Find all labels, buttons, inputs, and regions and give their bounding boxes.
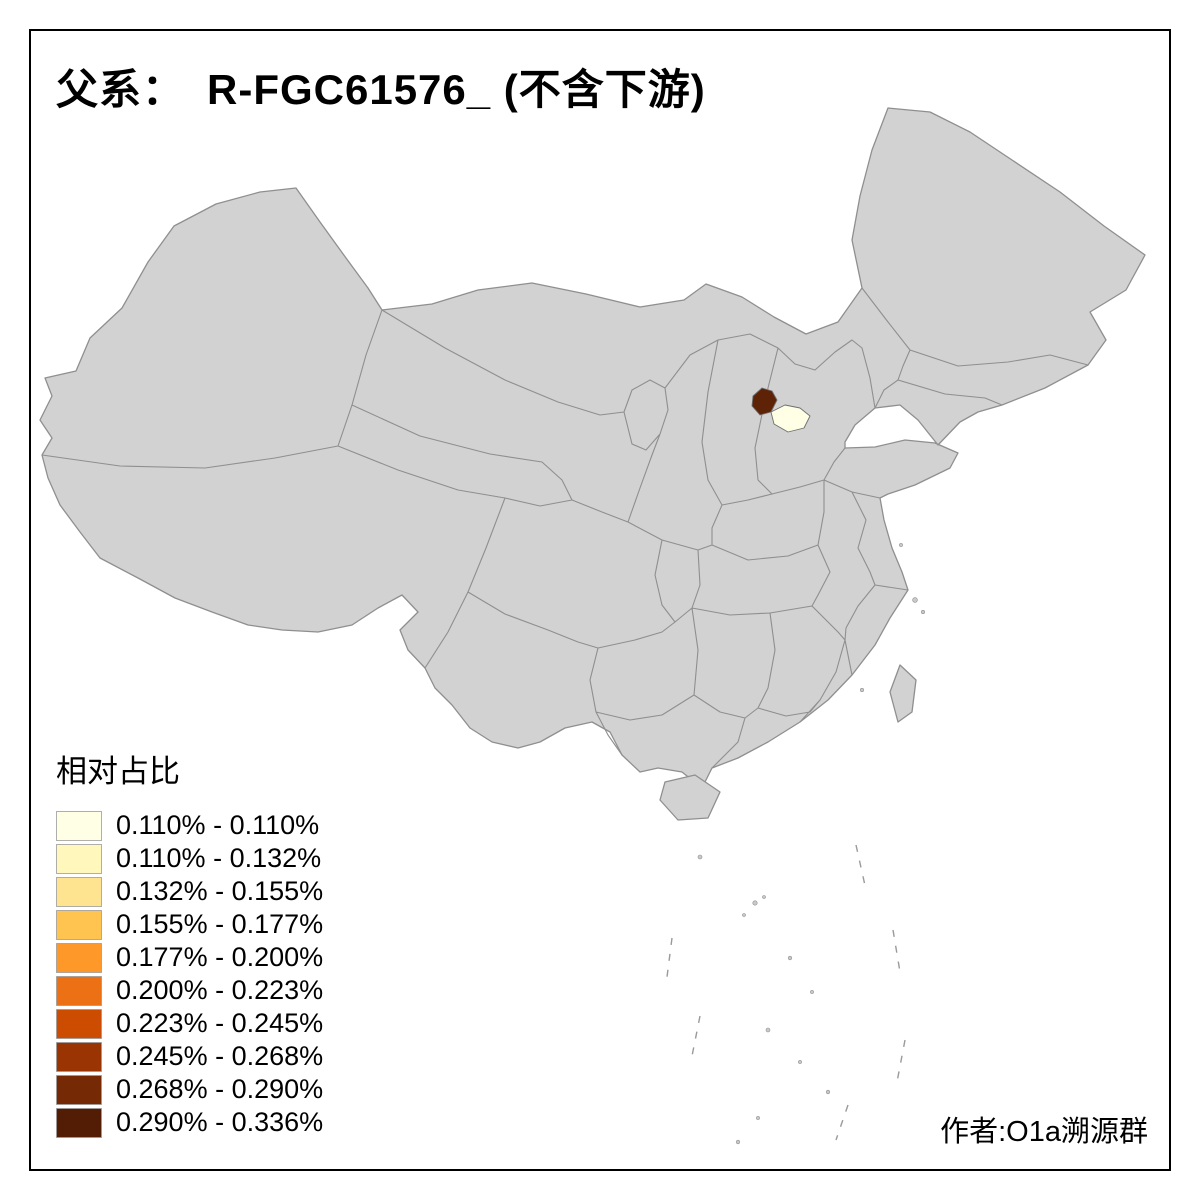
legend-label: 0.223% - 0.245% xyxy=(116,1008,324,1038)
legend-label: 0.110% - 0.132% xyxy=(116,843,322,873)
legend-swatch xyxy=(56,1041,102,1072)
legend-swatch xyxy=(56,876,102,907)
legend-swatch xyxy=(56,810,102,841)
legend-item: 0.155% - 0.177% xyxy=(56,908,323,941)
legend-item: 0.245% - 0.268% xyxy=(56,1040,323,1073)
legend-title: 相对占比 xyxy=(56,754,180,789)
legend-item: 0.290% - 0.336% xyxy=(56,1106,323,1139)
legend-swatch xyxy=(56,1008,102,1039)
page-title: 父系： R-FGC61576_ (不含下游) xyxy=(56,66,706,113)
legend-item: 0.223% - 0.245% xyxy=(56,1007,323,1040)
legend-swatch xyxy=(56,843,102,874)
legend-swatch xyxy=(56,1107,102,1138)
legend-label: 0.200% - 0.223% xyxy=(116,975,324,1005)
legend-swatch xyxy=(56,975,102,1006)
legend-label: 0.177% - 0.200% xyxy=(116,942,324,972)
legend-item: 0.200% - 0.223% xyxy=(56,974,323,1007)
legend-swatch xyxy=(56,942,102,973)
legend-label: 0.290% - 0.336% xyxy=(116,1107,324,1137)
legend-swatch xyxy=(56,909,102,940)
attribution-text: 作者:O1a溯源群 xyxy=(940,1116,1148,1148)
legend-item: 0.110% - 0.132% xyxy=(56,842,323,875)
plot-frame xyxy=(29,29,1171,1171)
legend-label: 0.155% - 0.177% xyxy=(116,909,324,939)
legend-item: 0.177% - 0.200% xyxy=(56,941,323,974)
legend: 相对占比 0.110% - 0.110% 0.110% - 0.132% 0.1… xyxy=(56,746,323,1139)
legend-item: 0.110% - 0.110% xyxy=(56,809,323,842)
legend-label: 0.110% - 0.110% xyxy=(116,810,320,840)
legend-label: 0.132% - 0.155% xyxy=(116,876,324,906)
legend-label: 0.268% - 0.290% xyxy=(116,1074,324,1104)
legend-swatch xyxy=(56,1074,102,1105)
legend-item: 0.268% - 0.290% xyxy=(56,1073,323,1106)
legend-label: 0.245% - 0.268% xyxy=(116,1041,324,1071)
legend-item: 0.132% - 0.155% xyxy=(56,875,323,908)
